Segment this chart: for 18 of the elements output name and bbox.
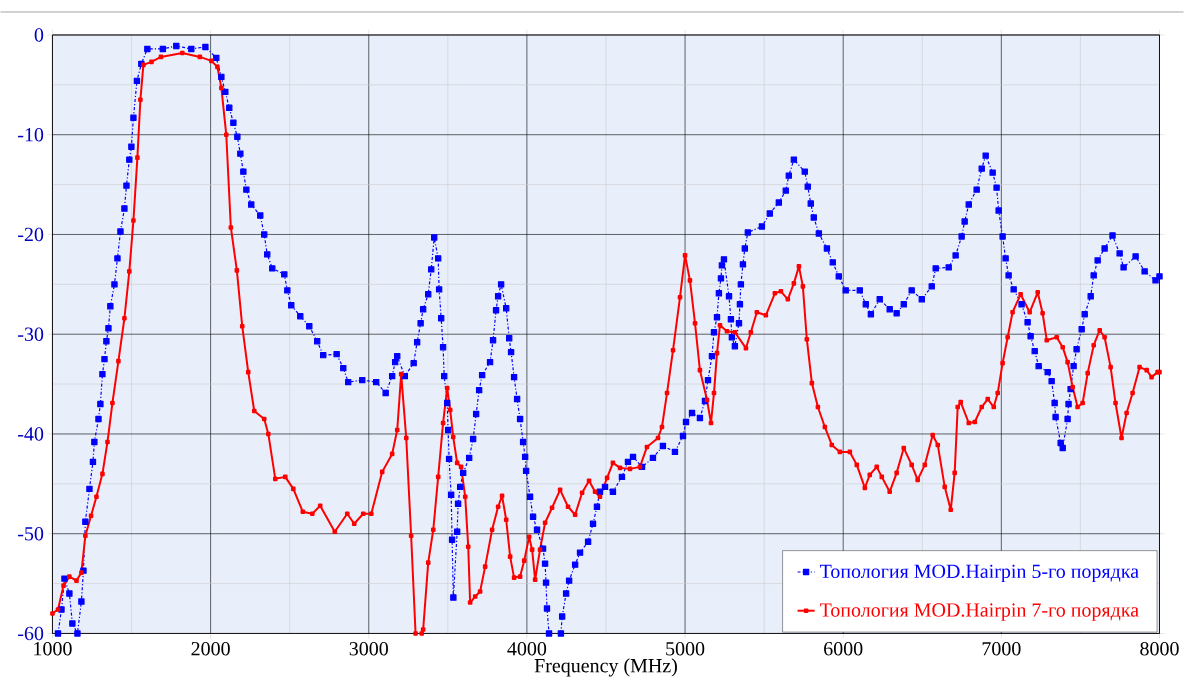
x-tick-label: 4000 — [507, 641, 547, 656]
x-tick-label: 7000 — [982, 641, 1021, 656]
y-tick-label: -10 — [18, 127, 44, 142]
x-tick-label: 1000 — [34, 641, 72, 656]
y-tick-label: -60 — [18, 626, 44, 640]
y-tick-label: -50 — [18, 526, 44, 541]
x-tick-label: 8000 — [1140, 641, 1179, 656]
x-tick-label: 6000 — [824, 641, 863, 656]
y-tick-label: 0 — [34, 28, 44, 42]
x-tick-label: 2000 — [191, 641, 230, 656]
legend-label: Топология MOD.Hairpin 7-го порядка — [819, 603, 1139, 621]
x-tick-label: 3000 — [349, 641, 388, 656]
x-tick-label: 5000 — [666, 641, 705, 656]
y-tick-label: -40 — [18, 427, 44, 441]
y-tick-label: -20 — [18, 227, 44, 241]
y-tick-label: -30 — [18, 327, 44, 341]
legend-label: Топология MOD.Hairpin 5-го порядка — [819, 564, 1139, 582]
x-axis-title: Frequency (MHz) — [534, 658, 677, 677]
